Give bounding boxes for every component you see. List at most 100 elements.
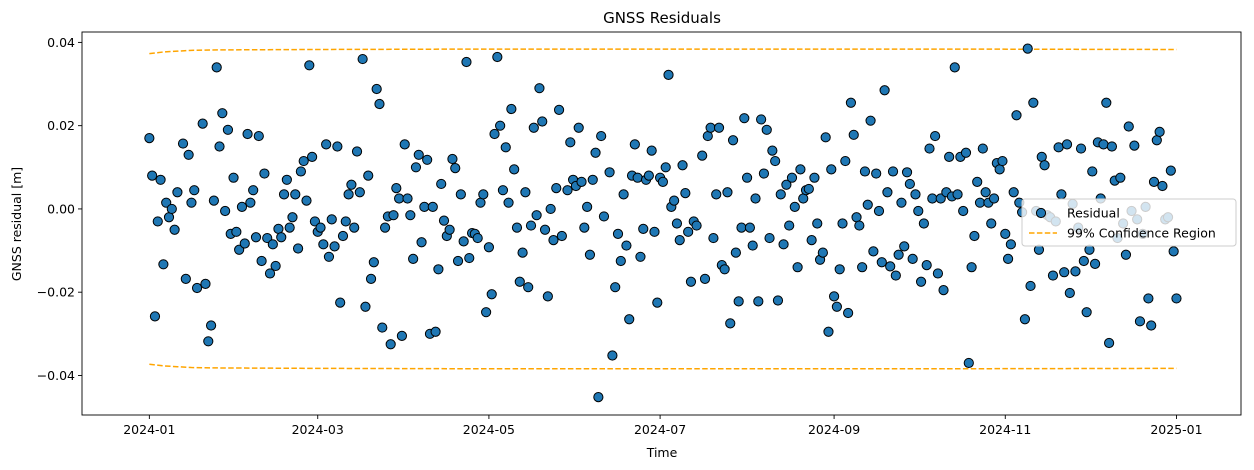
residual-point: [335, 297, 346, 308]
residual-point: [343, 189, 354, 200]
residual-point: [890, 270, 901, 281]
residual-point: [542, 291, 553, 302]
residual-point: [621, 240, 632, 251]
residual-point: [506, 103, 517, 115]
residual-point: [907, 253, 918, 264]
residual-point: [329, 241, 340, 252]
residual-point: [492, 51, 503, 63]
y-axis-title: GNSS residual [m]: [9, 167, 24, 281]
residual-point: [357, 53, 368, 65]
residual-point: [147, 170, 158, 181]
residual-point: [826, 164, 837, 175]
residual-point: [1081, 307, 1092, 318]
residual-point: [222, 124, 234, 135]
legend-box: [1021, 198, 1237, 247]
residual-point: [360, 301, 371, 312]
residual-point: [394, 193, 405, 204]
residual-point: [857, 262, 868, 273]
residual-point: [264, 268, 276, 279]
confidence-upper-line: [149, 48, 1177, 55]
confidence-region-layer: [149, 48, 1177, 370]
residual-point: [733, 296, 744, 307]
residual-point: [1005, 239, 1016, 250]
confidence-lower-line: [149, 363, 1177, 370]
residual-point: [298, 155, 309, 167]
residual-point: [500, 142, 511, 153]
residual-point: [371, 83, 382, 95]
residual-point: [596, 130, 607, 142]
residual-point: [1078, 255, 1089, 267]
residual-point: [177, 138, 189, 149]
residual-point: [1098, 139, 1109, 150]
y-axis-ticks: −0.04 −0.02 0.00 0.02 0.04: [37, 35, 82, 383]
residual-point: [455, 189, 466, 200]
residual-point: [972, 176, 983, 187]
residual-point: [938, 285, 949, 296]
residual-point: [489, 128, 500, 140]
residual-point: [354, 187, 365, 198]
residual-point: [1154, 126, 1165, 138]
residual-point: [1168, 246, 1179, 257]
residual-point: [478, 189, 489, 200]
residual-point: [408, 253, 419, 264]
residual-point: [368, 257, 379, 268]
residual-point: [1106, 141, 1118, 152]
residual-point: [741, 172, 753, 183]
residual-point: [234, 244, 245, 255]
residual-point: [851, 212, 862, 223]
residual-point: [747, 240, 758, 251]
residual-point: [646, 145, 657, 156]
residual-point: [326, 214, 337, 225]
residual-point: [419, 201, 430, 212]
residual-point: [932, 268, 944, 279]
residual-point: [980, 187, 991, 198]
residual-point: [674, 235, 685, 246]
residual-point: [250, 232, 262, 243]
residual-point: [643, 170, 654, 181]
residual-point: [340, 216, 351, 227]
residual-point: [416, 237, 427, 248]
residual-point: [1146, 320, 1157, 331]
residual-point: [1019, 314, 1031, 325]
residual-point: [307, 151, 318, 162]
residual-point: [997, 155, 1008, 167]
residual-point: [624, 314, 635, 325]
residual-point: [1039, 160, 1050, 171]
residual-point: [309, 216, 321, 227]
residual-point: [379, 222, 391, 233]
residual-point: [702, 130, 713, 142]
residual-point: [806, 235, 817, 246]
residual-point: [520, 187, 531, 198]
residual-point: [744, 222, 756, 233]
residual-point: [930, 130, 941, 142]
residual-point: [152, 216, 163, 227]
residual-point: [180, 273, 191, 284]
residual-point: [756, 114, 767, 125]
residual-point: [854, 220, 865, 231]
residual-point: [301, 195, 312, 206]
residual-point: [727, 135, 739, 146]
residual-point: [208, 195, 219, 206]
residual-point: [739, 113, 750, 124]
residual-point: [1143, 293, 1154, 304]
residual-point: [497, 185, 509, 196]
plot-frame: [81, 31, 1242, 416]
residual-point: [817, 247, 828, 258]
residual-point: [764, 232, 775, 244]
residual-point: [711, 189, 722, 200]
residual-point: [523, 282, 534, 293]
residual-point: [969, 230, 980, 242]
residual-point: [958, 205, 969, 217]
x-tick-label: 2024-11: [979, 422, 1031, 437]
residual-point: [253, 130, 264, 142]
x-tick-label: 2024-01: [123, 422, 175, 437]
residual-point: [1148, 176, 1160, 187]
residual-point: [161, 197, 172, 208]
residual-point: [915, 276, 927, 287]
residual-point: [1084, 244, 1095, 255]
x-tick-label: 2024-07: [634, 422, 686, 437]
residual-point: [321, 139, 332, 150]
residual-point: [1075, 143, 1087, 154]
residual-point: [1008, 187, 1019, 198]
residual-point: [663, 69, 674, 80]
